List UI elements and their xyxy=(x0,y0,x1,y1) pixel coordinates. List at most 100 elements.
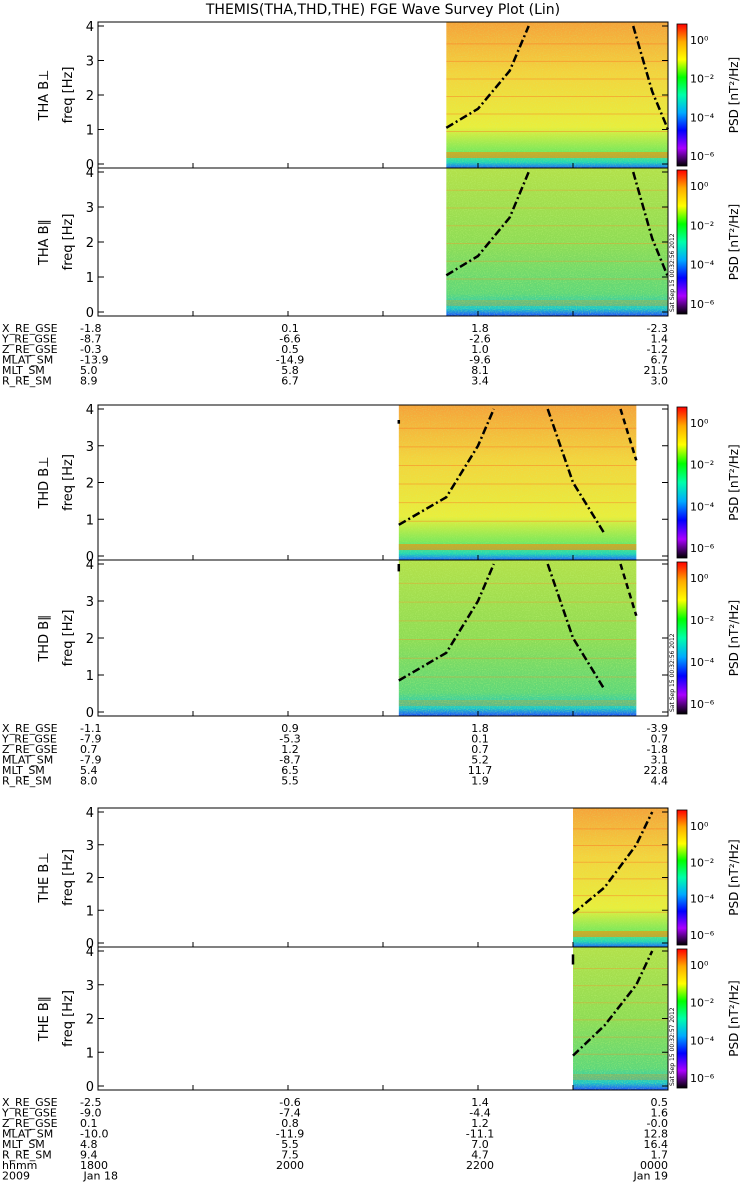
ephemeris-value: 5.2 xyxy=(471,754,489,767)
low-frequency-band xyxy=(398,544,637,550)
spectrogram-noise xyxy=(446,168,668,316)
colorbar-tick-label: 10⁻⁶ xyxy=(690,298,715,311)
ephemeris-value: -5.3 xyxy=(279,733,300,746)
ephemeris-value: 1.4 xyxy=(471,1096,489,1109)
ephemeris-value: -0.6 xyxy=(279,1096,300,1109)
colorbar-tick-label: 10⁻⁴ xyxy=(690,656,715,669)
y-tick-label: 1 xyxy=(86,669,94,684)
ephemeris-value: -13.9 xyxy=(80,354,108,367)
colorbar xyxy=(676,948,688,1089)
ephemeris-value: 6.7 xyxy=(281,375,299,388)
y-tick-label: 1 xyxy=(86,513,94,528)
ephemeris-name: MLAT_SM xyxy=(2,354,53,367)
y-tick-label: 0 xyxy=(86,550,94,565)
ephemeris-name: R_RE_SM xyxy=(2,775,52,788)
y-tick-label: 4 xyxy=(86,806,94,821)
ephemeris-value: 1.4 xyxy=(651,333,669,346)
ephemeris-name: MLT_SM xyxy=(2,364,45,377)
ephemeris-value: 5.0 xyxy=(80,364,98,377)
colorbar-tick-label: 10⁻⁶ xyxy=(690,1072,715,1085)
colorbar-tick-label: 10⁻⁴ xyxy=(690,1034,715,1047)
ephemeris-value: 12.8 xyxy=(644,1128,669,1141)
ephemeris-value: -9.6 xyxy=(469,354,490,367)
date-label-end: Jan 19 xyxy=(633,1170,668,1183)
cutoff-curve-left xyxy=(572,811,654,915)
ephemeris-value: -0.0 xyxy=(647,1117,668,1130)
y-tick-label: 2 xyxy=(86,477,94,492)
y-tick-label: 1 xyxy=(86,271,94,286)
y-tick-label: 2 xyxy=(86,1013,94,1028)
ephemeris-value: -3.9 xyxy=(647,722,668,735)
ephemeris-value: 4.4 xyxy=(651,775,669,788)
ephemeris-value: 0.7 xyxy=(651,733,669,746)
colorbar-tick-label: 10⁻² xyxy=(690,614,714,627)
spectrogram-panel: 0 1 2 3 4 THD B∥ freq [Hz] 10⁰ 10⁻² 10⁻⁴ 10⁻⁶ PSD [… xyxy=(37,558,741,721)
ephemeris-value: 7.0 xyxy=(471,1138,489,1151)
ephemeris-value: 1.9 xyxy=(471,775,489,788)
colorbar xyxy=(676,23,688,167)
ephemeris-value: 0.7 xyxy=(471,743,489,756)
spectrogram-panel: 0 1 2 3 4 THE B⊥ freq [Hz] 10⁰ 10⁻² 10⁻⁴ 10⁻⁶ PSD [… xyxy=(37,806,741,952)
y-tick-label: 4 xyxy=(86,945,94,960)
ephemeris-value: 8.0 xyxy=(80,775,98,788)
spectrogram-noise xyxy=(573,947,668,1090)
spectrogram-noise xyxy=(446,22,668,168)
year-label: 2009 xyxy=(2,1170,30,1183)
ephemeris-name: R_RE_SM xyxy=(2,375,52,388)
cutoff-curve-left xyxy=(398,563,495,682)
colorbar-tick-label: 10⁻⁶ xyxy=(690,150,715,163)
ephemeris-name: Z_RE_GSE xyxy=(2,743,58,756)
colorbar-tick-label: 10⁰ xyxy=(690,959,709,972)
colorbar-tick-label: 10⁻⁶ xyxy=(690,542,715,555)
ephemeris-name: Y_RE_GSE xyxy=(1,1107,57,1120)
y-tick-label: 4 xyxy=(86,558,94,573)
colorbar-tick-label: 10⁻² xyxy=(690,997,714,1010)
ephemeris-value: 1.0 xyxy=(471,343,489,356)
ephemeris-value: -10.0 xyxy=(80,1128,108,1141)
y-tick-label: 2 xyxy=(86,236,94,251)
panel-title: THD B∥ xyxy=(37,614,52,662)
y-tick-label: 4 xyxy=(86,20,94,35)
ephemeris-value: 1.8 xyxy=(471,722,489,735)
low-frequency-band xyxy=(573,931,668,937)
low-frequency-band xyxy=(573,1074,668,1080)
cutoff-curve-dashed xyxy=(619,563,638,617)
y-tick-label: 3 xyxy=(86,979,94,994)
ephemeris-name: X_RE_GSE xyxy=(2,722,58,735)
ephemeris-value: 0.1 xyxy=(471,733,489,746)
ephemeris-value: 22.8 xyxy=(644,764,669,777)
figure-title: THEMIS(THA,THD,THE) FGE Wave Survey Plot… xyxy=(205,2,560,18)
colorbar-label: PSD [nT²/Hz] xyxy=(727,204,741,280)
ephemeris-value: 11.7 xyxy=(468,764,493,777)
colorbar xyxy=(676,169,688,315)
colorbar-tick-label: 10⁻⁴ xyxy=(690,893,715,906)
ephemeris-value: -7.9 xyxy=(80,733,101,746)
y-tick-label: 3 xyxy=(86,839,94,854)
ephemeris-value: 0.5 xyxy=(281,343,299,356)
generation-stamp: Sat Sep 15 00:32:56 2012 xyxy=(669,233,676,312)
y-tick-label: 2 xyxy=(86,872,94,887)
ephemeris-value: -2.6 xyxy=(469,333,490,346)
ephemeris-name: Z_RE_GSE xyxy=(2,1117,58,1130)
colorbar-tick-label: 10⁻⁶ xyxy=(690,698,715,711)
cutoff-curve-right xyxy=(546,408,606,535)
ephemeris-table: X_RE_GSE -1.8 0.1 1.8 -2.3 Y_RE_GSE -8.7 -6.6 -2… xyxy=(1,322,668,388)
y-tick-label: 4 xyxy=(86,403,94,418)
ephemeris-value: -1.8 xyxy=(647,743,668,756)
cutoff-curve-right xyxy=(631,25,670,130)
colorbar-label: PSD [nT²/Hz] xyxy=(727,980,741,1056)
y-axis-label: freq [Hz] xyxy=(61,214,76,271)
y-tick-label: 0 xyxy=(86,306,94,321)
spectrogram-panel: 0 1 2 3 4 THE B∥ freq [Hz] 10⁰ 10⁻² 10⁻⁴ 10⁻⁶ PSD [… xyxy=(37,945,741,1095)
ephemeris-name: X_RE_GSE xyxy=(2,1096,58,1109)
ephemeris-value: -1.1 xyxy=(80,722,101,735)
y-axis-label: freq [Hz] xyxy=(61,990,76,1047)
colorbar-label: PSD [nT²/Hz] xyxy=(727,57,741,133)
ephemeris-value: 1.6 xyxy=(651,1107,669,1120)
spectrogram-panel: 0 1 2 3 4 THA B⊥ freq [Hz] 10⁰ 10⁻² 10⁻⁴ 10⁻⁶ PSD [… xyxy=(37,20,741,173)
ephemeris-name: MLT_SM xyxy=(2,764,45,777)
y-axis-label: freq [Hz] xyxy=(61,849,76,906)
ephemeris-name: MLAT_SM xyxy=(2,1128,53,1141)
y-tick-label: 2 xyxy=(86,89,94,104)
